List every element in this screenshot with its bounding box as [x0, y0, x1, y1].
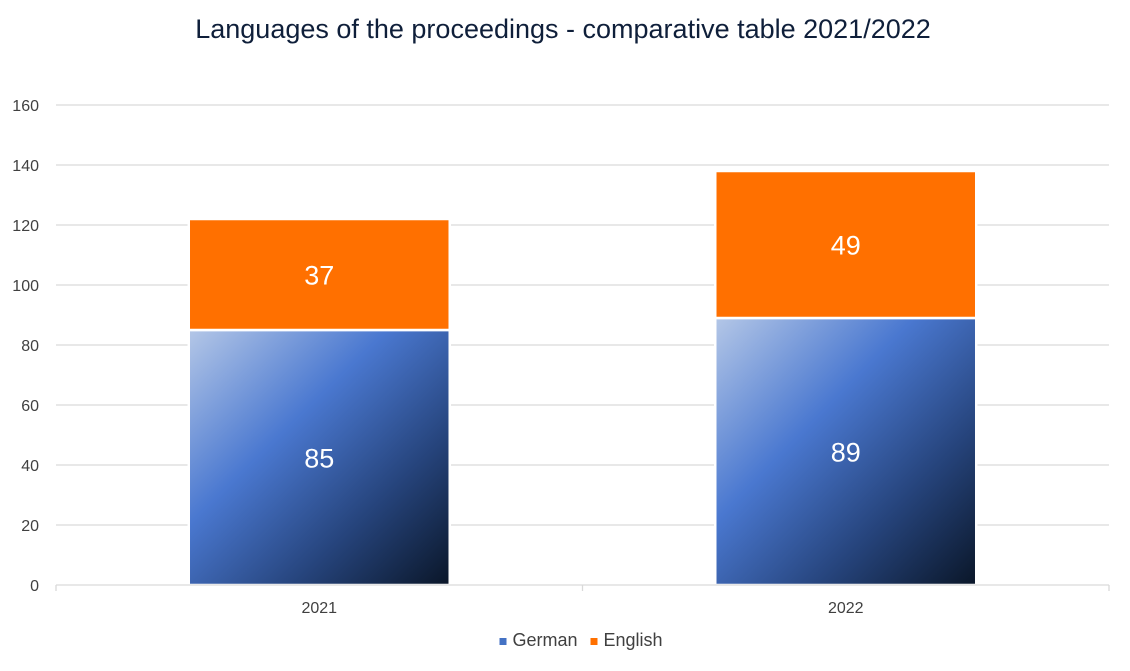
bar-english-2021	[187, 217, 451, 332]
data-label-english-2022: 49	[831, 231, 861, 261]
legend-marker-german	[499, 638, 507, 645]
data-label-english-2021: 37	[304, 261, 334, 291]
data-label-german-2022: 89	[831, 438, 861, 468]
y-tick-label: 0	[30, 578, 39, 595]
chart-title: Languages of the proceedings - comparati…	[195, 14, 931, 44]
bar-english-2022	[714, 169, 978, 320]
axes: 0 20 40 60 80 100 120 140 160 2021 2022	[12, 98, 1110, 617]
legend-label-english: English	[604, 630, 663, 650]
bars	[187, 169, 978, 587]
y-tick-label: 140	[12, 158, 39, 175]
data-label-german-2021: 85	[304, 444, 334, 474]
y-tick-label: 60	[21, 398, 39, 415]
x-tick-label: 2022	[828, 600, 864, 617]
y-tick-label: 40	[21, 458, 39, 475]
legend: German English	[499, 630, 663, 650]
y-tick-label: 160	[12, 98, 39, 115]
bar-german-2021	[187, 328, 451, 587]
x-tick-label: 2021	[301, 600, 337, 617]
y-tick-label: 100	[12, 278, 39, 295]
data-labels: 85 37 89 49	[304, 231, 861, 474]
y-tick-label: 80	[21, 338, 39, 355]
bar-german-2022	[714, 316, 978, 587]
legend-marker-english	[590, 638, 598, 645]
y-tick-label: 20	[21, 518, 39, 535]
legend-label-german: German	[513, 630, 578, 650]
y-tick-label: 120	[12, 218, 39, 235]
